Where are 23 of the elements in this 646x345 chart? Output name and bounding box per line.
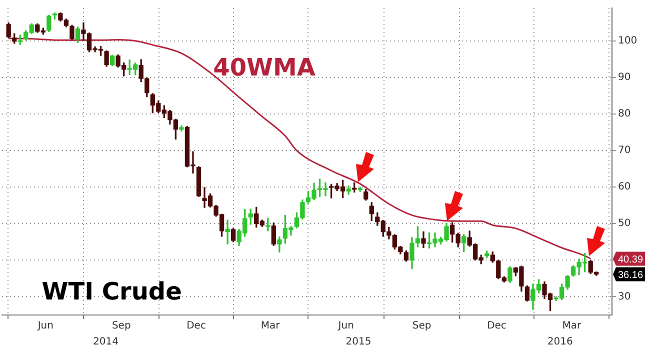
y-tick-label: 70 bbox=[618, 145, 631, 156]
x-tick-label: Dec bbox=[487, 320, 506, 332]
annotation: WTI Crude bbox=[42, 278, 182, 306]
x-tick-label: Sep bbox=[112, 320, 131, 332]
x-tick-label: Jun bbox=[36, 320, 54, 332]
x2-tick-label: 2016 bbox=[547, 336, 573, 345]
x-tick-label: Sep bbox=[412, 320, 432, 332]
x-tick-label: Mar bbox=[562, 320, 582, 332]
x2-tick-label: 2014 bbox=[93, 336, 118, 345]
x-tick-label: Mar bbox=[260, 320, 281, 332]
y-tick-label: 30 bbox=[618, 291, 631, 302]
y-tick-label: 90 bbox=[618, 72, 631, 84]
y-tick-label: 80 bbox=[618, 108, 631, 120]
x2-tick-label: 2015 bbox=[346, 336, 372, 345]
annotation: 40WMA bbox=[213, 54, 316, 82]
x-tick-label: Dec bbox=[186, 320, 206, 332]
y-tick-label: 100 bbox=[618, 35, 638, 46]
x-tick-label: Jun bbox=[337, 320, 354, 332]
y-tick-label: 60 bbox=[618, 182, 631, 193]
text: 36.16 bbox=[618, 270, 644, 281]
y-tick-label: 50 bbox=[618, 218, 631, 230]
line-series bbox=[8, 38, 592, 260]
text: 40.39 bbox=[618, 254, 644, 266]
